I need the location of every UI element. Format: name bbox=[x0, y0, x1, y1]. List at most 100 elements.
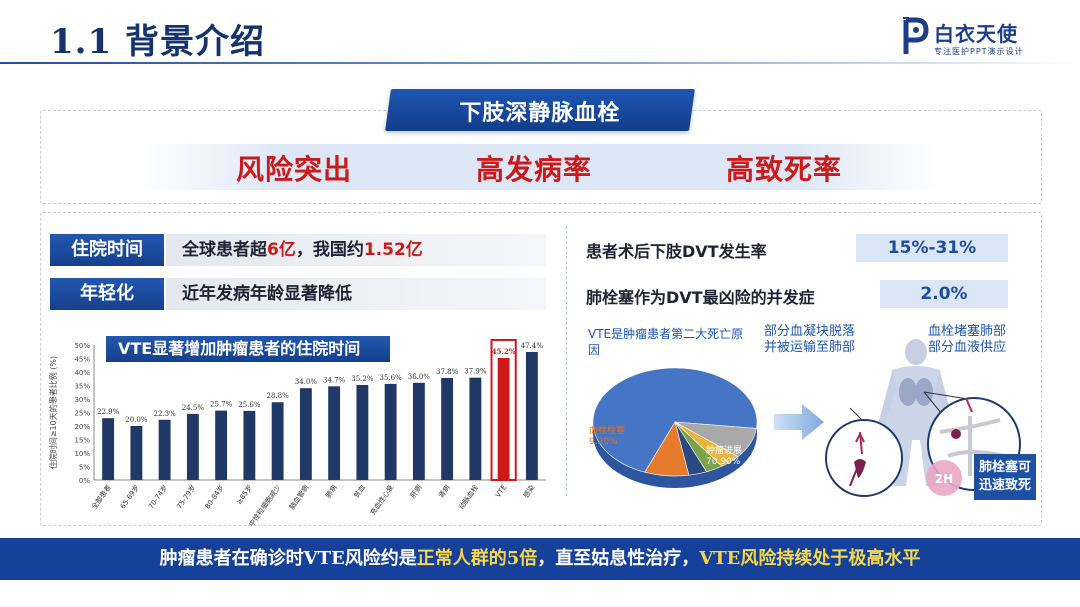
topic-label: 下肢深静脉血栓 bbox=[385, 89, 695, 131]
arrow-right-icon bbox=[774, 404, 824, 440]
hospital-stay-bar-chart: 0% 5% 10% 15% 20% 25% 30% 35% 40% 45% 50% 住院时间≥10天的… bbox=[48, 338, 546, 528]
pie-slice bbox=[592, 367, 758, 473]
pie-label-tumor: 肿瘤进展 70.90% bbox=[706, 446, 743, 467]
x-tick-label: 70-74岁 bbox=[146, 483, 169, 511]
x-tick-label: 肺病 bbox=[323, 483, 338, 500]
caption-lung-block: 血栓堵塞肺部 部分血液供应 bbox=[928, 324, 1007, 355]
x-tick-label: 感染 bbox=[521, 483, 536, 500]
x-tick-label: 75-79岁 bbox=[174, 483, 197, 511]
clot-zoom-left-icon bbox=[825, 407, 903, 497]
data-label: 47.4% bbox=[521, 342, 544, 350]
data-label: 35.6% bbox=[380, 374, 403, 382]
data-label: 22.9% bbox=[97, 408, 120, 416]
chart-title: VTE显著增加肿瘤患者的住院时间 bbox=[106, 336, 390, 362]
stethoscope-p-icon bbox=[903, 17, 929, 54]
data-label: 37.8% bbox=[436, 368, 459, 376]
timer-icon: 2H bbox=[926, 460, 962, 496]
bar bbox=[469, 377, 482, 480]
risk-item-3: 高致死率 bbox=[726, 153, 843, 186]
topic-label-text: 下肢深静脉血栓 bbox=[459, 101, 621, 126]
risk-item-1: 风险突出 bbox=[236, 153, 353, 186]
y-tick-label: 25% bbox=[74, 410, 90, 418]
data-label: 36.0% bbox=[408, 373, 431, 381]
data-label: 34.7% bbox=[323, 376, 346, 384]
row-band-1 bbox=[166, 234, 546, 266]
row-tag-hospital-time: 住院时间 bbox=[50, 234, 164, 266]
bar bbox=[271, 402, 284, 480]
row-band-2 bbox=[166, 278, 546, 310]
bar bbox=[412, 382, 425, 480]
anatomy-illustration: 2H bbox=[825, 339, 1021, 497]
row-tag-younger: 年轻化 bbox=[50, 278, 164, 310]
bar bbox=[186, 413, 199, 480]
bar bbox=[130, 426, 143, 480]
data-label: 37.9% bbox=[464, 368, 487, 376]
bar bbox=[158, 419, 171, 480]
pie-caption: VTE是肿瘤患者第二大死亡原因 bbox=[588, 327, 744, 357]
data-label: 22.3% bbox=[154, 410, 177, 418]
row-text-age: 近年发病年龄显著降低 bbox=[182, 284, 352, 304]
data-label: 45.2% bbox=[492, 347, 516, 356]
pie-slice bbox=[644, 421, 690, 477]
bar bbox=[384, 383, 397, 480]
x-tick-label: 80-84岁 bbox=[203, 483, 226, 511]
brand-logo: 白衣天使 专注医护PPT演示设计 bbox=[902, 14, 1052, 62]
footer-banner: 肿瘤患者在确诊时VTE风险约是正常人群的5倍，直至姑息性治疗，VTE风险持续处于… bbox=[0, 538, 1080, 580]
risk-band bbox=[140, 144, 940, 190]
stat-value-pe: 2.0% bbox=[880, 280, 1008, 308]
title-underline bbox=[0, 62, 1080, 64]
bar bbox=[299, 388, 312, 480]
data-label: 25.7% bbox=[210, 401, 233, 409]
y-axis-label: 住院时间≥10天的患者比例 (%) bbox=[48, 356, 58, 469]
y-tick-label: 50% bbox=[74, 342, 90, 350]
bar bbox=[525, 352, 538, 480]
y-tick-label: 35% bbox=[74, 383, 90, 391]
y-tick-label: 20% bbox=[74, 423, 90, 431]
y-tick-label: 30% bbox=[74, 396, 90, 404]
x-tick-label: 肾病 bbox=[436, 483, 451, 500]
timer-text: 2H bbox=[935, 472, 953, 486]
data-label: 28.8% bbox=[267, 392, 290, 400]
brand-tagline: 专注医护PPT演示设计 bbox=[934, 47, 1024, 56]
bar bbox=[328, 386, 341, 480]
brand-name: 白衣天使 bbox=[934, 22, 1018, 46]
data-label: 20.0% bbox=[125, 416, 148, 424]
data-label: 24.5% bbox=[182, 404, 205, 412]
main-panel bbox=[40, 212, 1042, 526]
stat-label-dvt-rate: 患者术后下肢DVT发生率 bbox=[586, 242, 767, 261]
y-tick-label: 10% bbox=[74, 450, 90, 458]
bar bbox=[356, 384, 369, 480]
x-tick-label: 充血性心衰 bbox=[368, 483, 395, 517]
data-label: 35.2% bbox=[351, 375, 374, 383]
stat-label-pe: 肺栓塞作为DVT最凶险的并发症 bbox=[586, 288, 815, 307]
bar bbox=[441, 377, 454, 480]
x-tick-label: VTE bbox=[494, 484, 508, 500]
panel-divider bbox=[566, 226, 567, 496]
page-title: 1.1 背景介绍 bbox=[50, 22, 265, 62]
caption-clot-detach: 部分血凝块脱落 并被运输至肺部 bbox=[764, 324, 856, 355]
pe-fatal-badge: 肺栓塞可 迅速致死 bbox=[974, 454, 1036, 500]
bar bbox=[102, 418, 115, 480]
bar bbox=[497, 357, 510, 480]
risk-item-2: 高发病率 bbox=[476, 153, 593, 186]
stat-value-dvt-rate: 15%-31% bbox=[856, 234, 1008, 262]
data-label: 34.0% bbox=[295, 378, 318, 386]
data-label: 25.6% bbox=[238, 401, 261, 409]
pie-label-thrombo: 血栓栓塞 9.20% bbox=[589, 426, 626, 447]
row-text-patients: 全球患者超6亿，我国约1.52亿 bbox=[182, 240, 423, 260]
x-tick-label: 65-69岁 bbox=[118, 483, 141, 511]
y-tick-label: 40% bbox=[74, 369, 90, 377]
bar bbox=[243, 410, 256, 480]
y-tick-label: 5% bbox=[79, 464, 90, 472]
x-tick-label: 贫血 bbox=[352, 483, 367, 500]
x-tick-label: ≥85岁 bbox=[234, 483, 254, 506]
x-tick-label: 肝病 bbox=[408, 483, 423, 500]
y-tick-label: 45% bbox=[74, 356, 90, 364]
y-tick-label: 0% bbox=[79, 477, 90, 485]
x-tick-label: 全部患者 bbox=[89, 483, 112, 511]
x-tick-label: 动脉血栓 bbox=[457, 483, 480, 511]
bar bbox=[215, 410, 228, 480]
y-tick-label: 15% bbox=[74, 437, 90, 445]
x-tick-label: 脑血管病 bbox=[287, 483, 310, 511]
death-cause-pie-chart bbox=[592, 367, 758, 488]
